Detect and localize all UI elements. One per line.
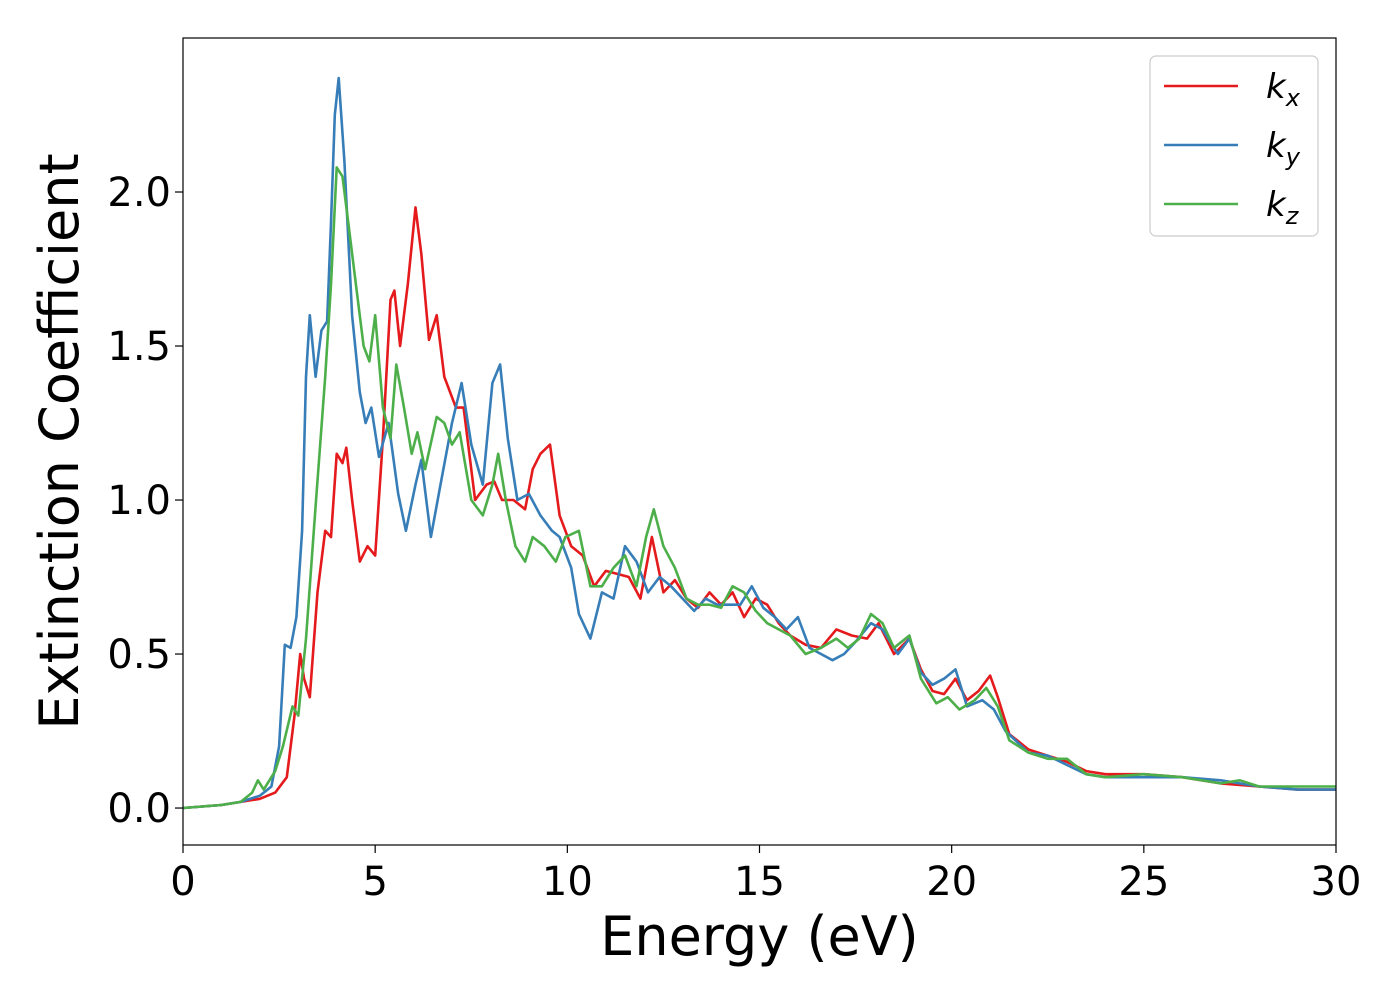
x-tick-label: 10 [542,859,593,905]
series-line-y [182,76,1336,810]
legend-label-x: kx [1266,67,1301,112]
y-tick-label: 2.0 [107,170,171,216]
x-tick-label: 20 [926,859,977,905]
y-tick-label: 1.0 [107,478,171,524]
y-axis-ticks: 0.0 0.5 1.0 1.5 2.0 [107,170,183,832]
y-tick-label: 1.5 [107,324,171,370]
x-axis-title: Energy (eV) [600,905,919,968]
x-tick-label: 15 [734,859,785,905]
x-tick-label: 0 [170,859,195,905]
y-tick-label: 0.0 [107,786,171,832]
x-tick-label: 25 [1118,859,1169,905]
y-tick-label: 0.5 [107,632,171,678]
legend-label-z: kz [1266,185,1300,230]
x-axis-ticks: 0 5 10 15 20 25 30 [170,845,1361,905]
legend: kx ky kz [1149,55,1319,237]
series-line-z [182,166,1336,810]
y-axis-title: Extinction Coefficient [28,153,91,729]
legend-label-y: ky [1266,126,1301,171]
x-tick-label: 5 [362,859,387,905]
series-layer [182,76,1336,810]
x-tick-label: 30 [1311,859,1362,905]
series-line-x [182,206,1336,810]
